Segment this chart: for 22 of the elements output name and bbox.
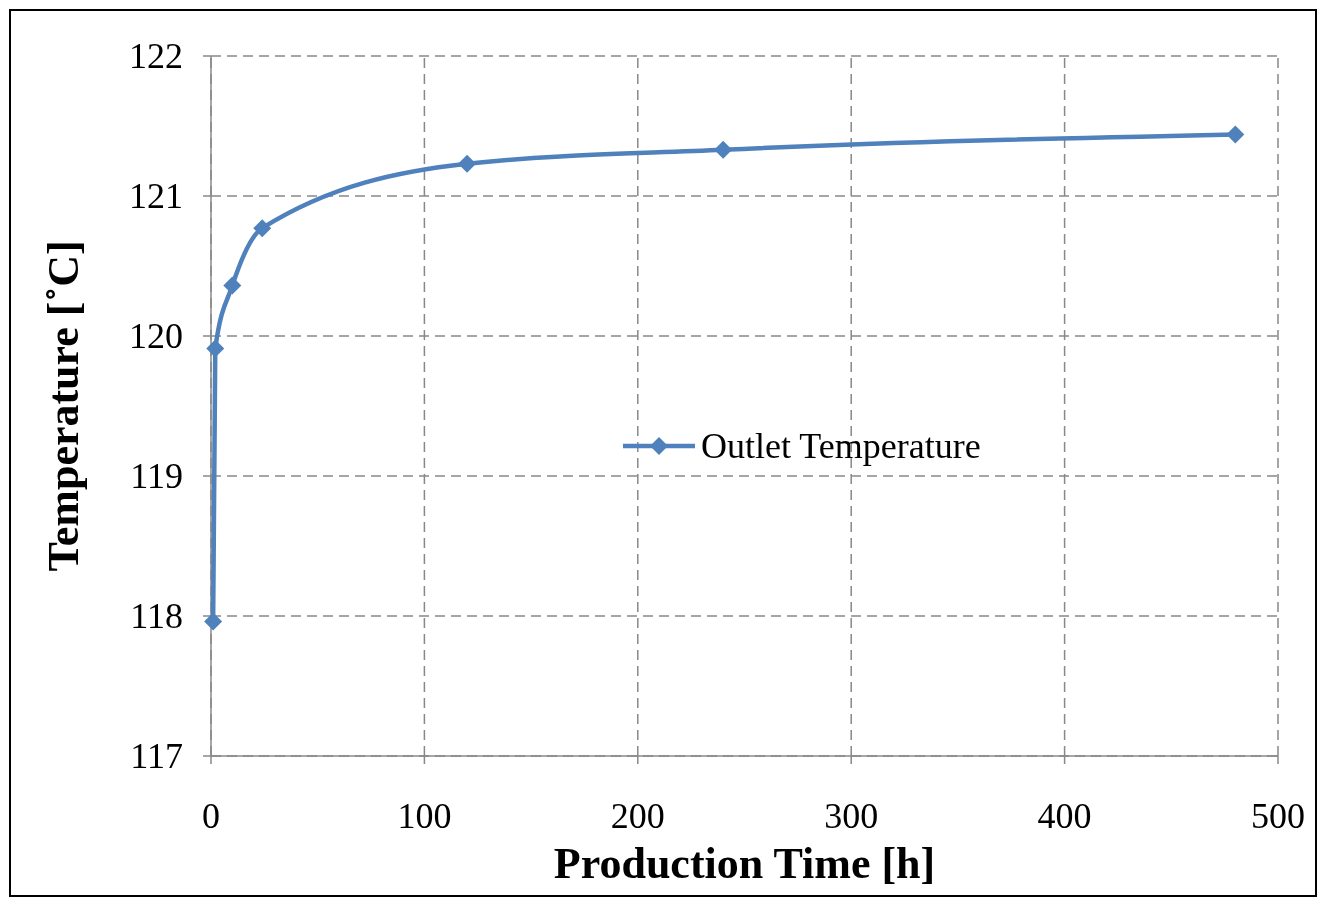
y-tick-label: 119 xyxy=(130,456,183,496)
point xyxy=(223,276,242,295)
point xyxy=(253,219,272,238)
y-tick-label: 121 xyxy=(129,176,183,216)
point xyxy=(714,140,733,159)
point xyxy=(1226,125,1245,144)
y-tick-label: 117 xyxy=(130,736,183,776)
legend-label: Outlet Temperature xyxy=(701,426,981,466)
y-axis-title: Temperature [˚C] xyxy=(39,240,88,572)
x-axis-title: Production Time [h] xyxy=(553,839,936,888)
point xyxy=(206,339,225,358)
point xyxy=(458,154,477,173)
x-tick-label: 100 xyxy=(397,796,452,836)
y-tick-label: 122 xyxy=(129,36,183,76)
x-tick-label: 200 xyxy=(610,796,665,836)
point xyxy=(204,612,223,631)
x-tick-label: 400 xyxy=(1037,796,1092,836)
y-tick-label: 118 xyxy=(130,596,183,636)
y-tick-label: 120 xyxy=(129,316,183,356)
x-tick-label: 0 xyxy=(202,796,220,836)
x-tick-label: 300 xyxy=(824,796,879,836)
x-tick-label: 500 xyxy=(1251,796,1305,836)
